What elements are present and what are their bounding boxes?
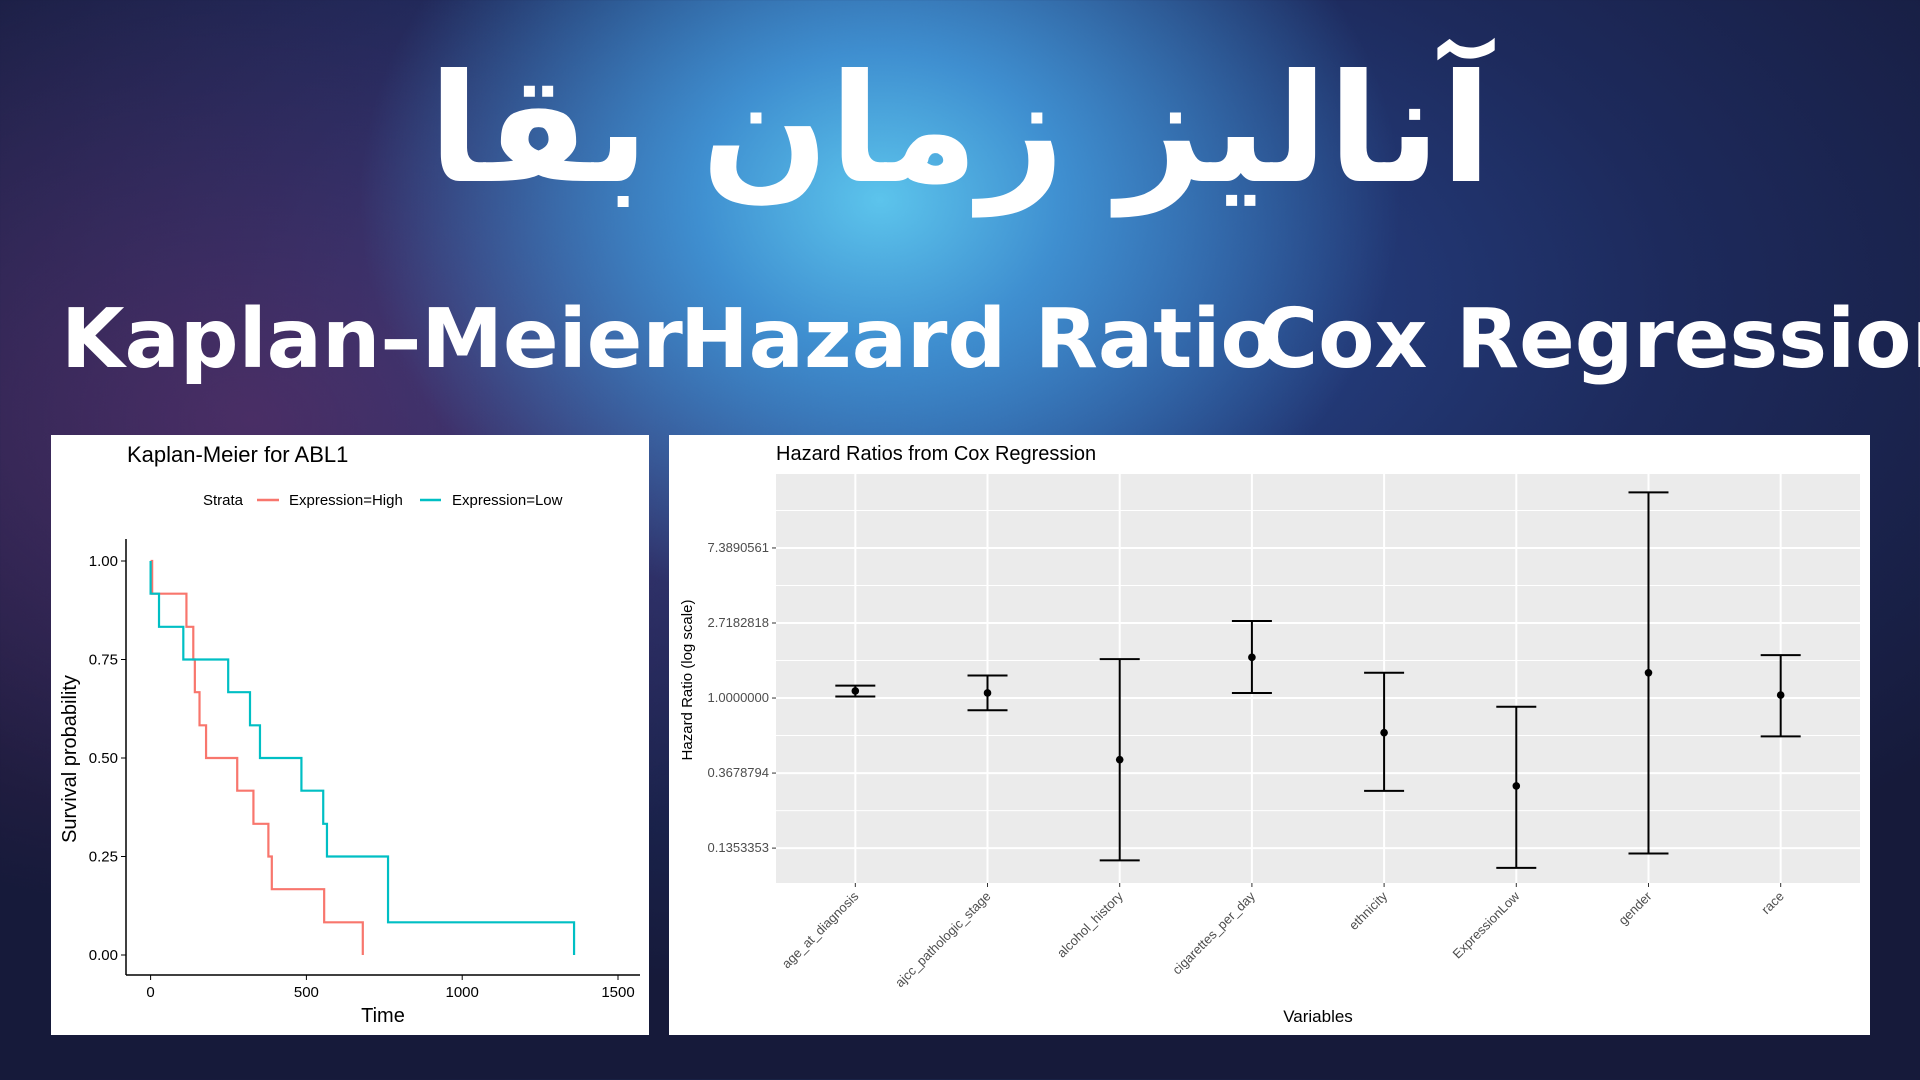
- hr-x-tick-label: ExpressionLow: [1449, 888, 1522, 961]
- hr-x-tick-label: gender: [1615, 888, 1655, 928]
- km-y-tick-label: 0.50: [89, 750, 118, 767]
- km-legend-label-high: Expression=High: [289, 492, 403, 509]
- hr-ylabel: Hazard Ratio (log scale): [679, 600, 696, 761]
- km-xlabel: Time: [361, 1005, 405, 1027]
- hr-title: Hazard Ratios from Cox Regression: [776, 443, 1096, 465]
- hr-y-tick-label: 0.3678794: [708, 765, 769, 780]
- page-title: آنالیز زمان بقا: [428, 43, 1492, 217]
- hr-y-tick-label: 0.1353353: [708, 840, 769, 855]
- hr-plot-background: [776, 474, 1860, 883]
- hr-point: [851, 687, 860, 695]
- hr-x-tick-label: race: [1758, 889, 1786, 917]
- hr-x-tick-label: ajcc_pathologic_stage: [892, 889, 994, 991]
- hr-point: [1115, 755, 1124, 764]
- km-legend-label-low: Expression=Low: [452, 492, 563, 509]
- subtitle-kaplan-meier: Kaplan–Meier: [61, 292, 683, 387]
- hr-point: [983, 689, 992, 697]
- km-y-tick-label: 0.25: [89, 849, 118, 866]
- km-curve-low: [149, 561, 576, 955]
- subtitle-cox-regression: Cox Regression: [1258, 292, 1920, 387]
- subtitle-hazard-ratio: Hazard Ratio: [680, 292, 1277, 387]
- km-x-tick-label: 1000: [446, 984, 479, 1001]
- hr-point: [1512, 782, 1521, 790]
- km-x-tick-label: 500: [294, 984, 319, 1001]
- hr-point: [1776, 691, 1785, 699]
- hr-xlabel: Variables: [1283, 1007, 1353, 1026]
- hr-y-tick-label: 7.3890561: [708, 540, 769, 555]
- km-panel: [51, 435, 649, 1035]
- hr-x-tick-label: age_at_diagnosis: [779, 888, 862, 971]
- km-title: Kaplan-Meier for ABL1: [127, 442, 348, 467]
- hr-point: [1248, 653, 1256, 662]
- km-x-tick-label: 1500: [601, 984, 634, 1001]
- hr-point: [1644, 668, 1653, 677]
- hr-y-tick-label: 1.0000000: [708, 690, 769, 705]
- km-legend-title: Strata: [203, 492, 244, 509]
- km-y-tick-label: 0.75: [89, 652, 118, 669]
- km-y-tick-label: 0.00: [89, 947, 118, 964]
- km-ylabel: Survival probability: [59, 675, 81, 843]
- hr-y-tick-label: 2.7182818: [708, 615, 769, 630]
- km-x-tick-label: 0: [146, 984, 154, 1001]
- hr-point: [1380, 728, 1388, 737]
- hr-x-tick-label: ethnicity: [1346, 888, 1391, 933]
- km-curve-high: [150, 559, 364, 955]
- hr-x-tick-label: alcohol_history: [1054, 888, 1126, 960]
- km-y-tick-label: 1.00: [89, 553, 118, 570]
- hr-x-tick-label: cigarettes_per_day: [1169, 888, 1258, 977]
